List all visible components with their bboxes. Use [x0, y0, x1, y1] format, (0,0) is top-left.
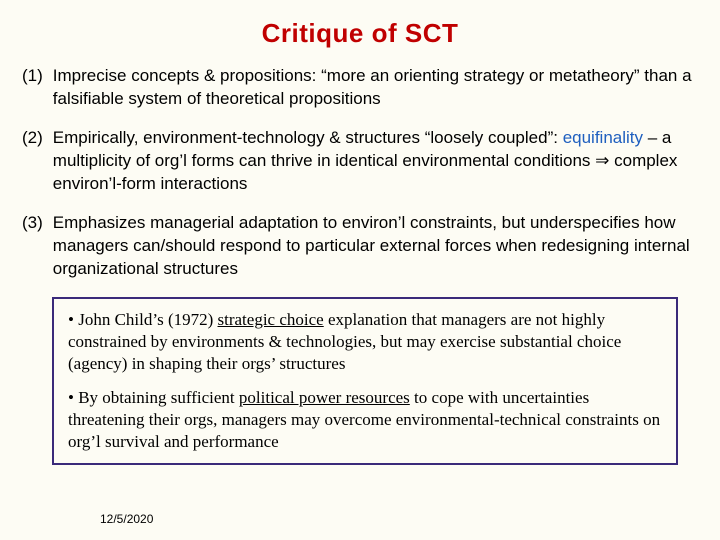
item-body: Imprecise concepts & propositions: “more…: [53, 65, 698, 111]
critique-item-2: (2) Empirically, environment-technology …: [22, 127, 698, 196]
slide-title: Critique of SCT: [22, 18, 698, 49]
item-body: Emphasizes managerial adaptation to envi…: [53, 212, 698, 281]
item-number: (2): [22, 127, 43, 196]
box-text: • By obtaining sufficient: [68, 388, 239, 407]
equifinality-term: equifinality: [563, 128, 643, 147]
callout-box: • John Child’s (1972) strategic choice e…: [52, 297, 678, 466]
arrow-icon: ⇒: [595, 151, 609, 170]
item-body: Empirically, environment-technology & st…: [53, 127, 698, 196]
critique-item-3: (3) Emphasizes managerial adaptation to …: [22, 212, 698, 281]
box-text: • John Child’s (1972): [68, 310, 218, 329]
underlined-term: strategic choice: [218, 310, 324, 329]
critique-item-1: (1) Imprecise concepts & propositions: “…: [22, 65, 698, 111]
box-paragraph-1: • John Child’s (1972) strategic choice e…: [68, 309, 662, 375]
item-text-pre: Empirically, environment-technology & st…: [53, 128, 563, 147]
box-paragraph-2: • By obtaining sufficient political powe…: [68, 387, 662, 453]
item-number: (1): [22, 65, 43, 111]
underlined-term: political power resources: [239, 388, 410, 407]
footer-date: 12/5/2020: [100, 512, 153, 526]
item-number: (3): [22, 212, 43, 281]
